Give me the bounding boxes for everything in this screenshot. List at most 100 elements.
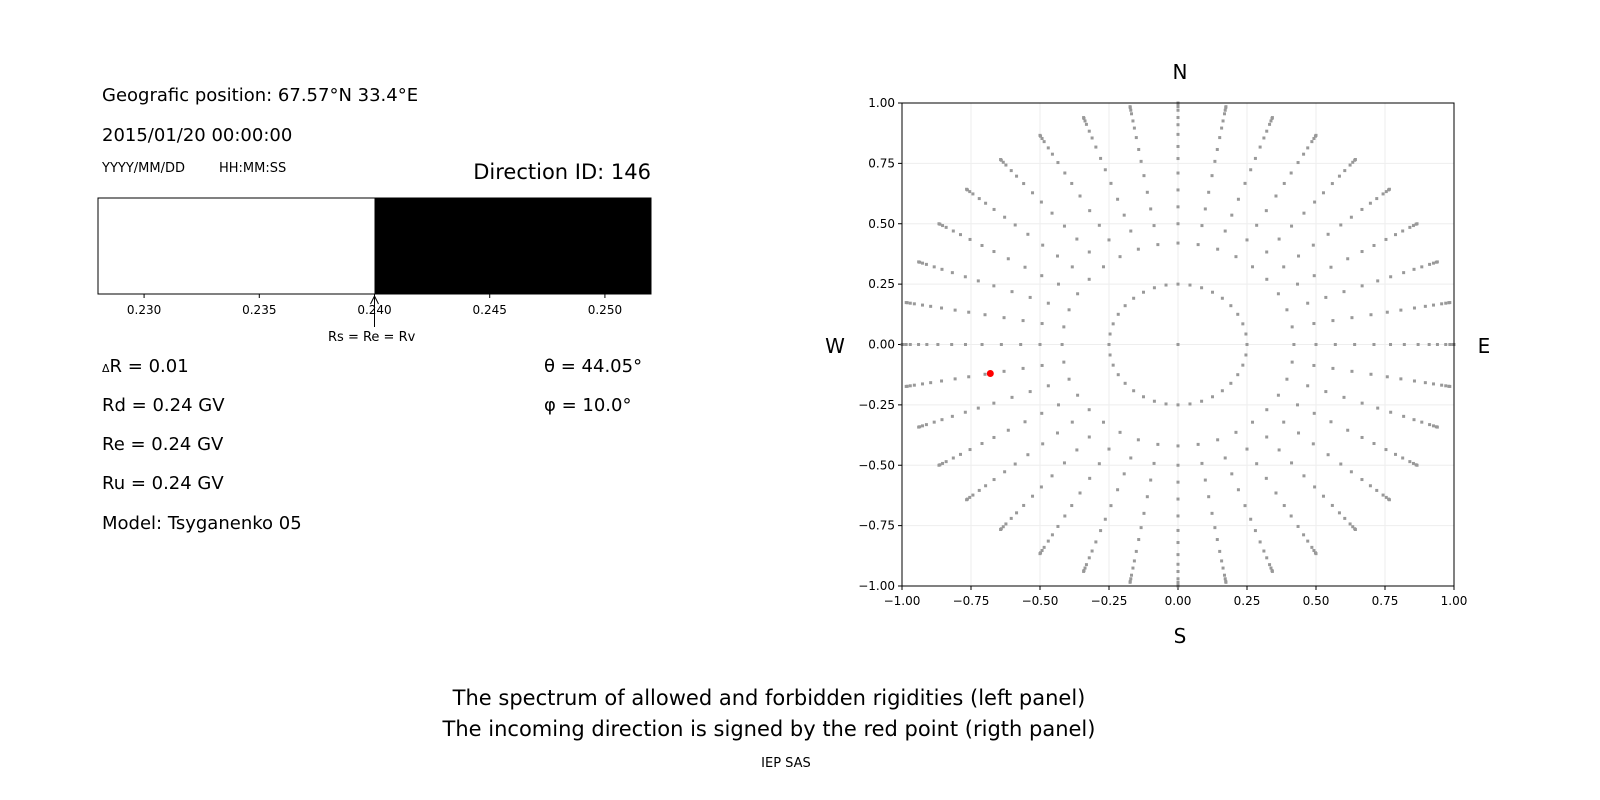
direction-point [1076,292,1080,296]
direction-point [1087,408,1091,412]
direction-point [1109,504,1113,508]
direction-point [1131,119,1135,123]
direction-point [1389,410,1393,414]
direction-point [1176,144,1180,148]
direction-point [1026,453,1030,457]
direction-point [1350,369,1354,373]
x-tick-label: −0.50 [1022,594,1059,608]
direction-point [1274,194,1278,198]
direction-point [1200,224,1204,228]
direction-point [940,267,944,271]
inner-ring-point [1229,381,1233,385]
direction-point [1050,211,1054,215]
direction-point [917,343,921,346]
inner-ring-point [1142,395,1145,399]
time-format-label: HH:MM:SS [219,161,287,176]
direction-point [1176,480,1180,484]
compass-south: S [1174,624,1187,648]
direction-point [1360,478,1364,482]
direction-point [1050,152,1054,156]
direction-point [1289,171,1293,175]
inner-ring-point [1107,343,1111,346]
direction-point [1372,243,1376,247]
direction-point [1063,171,1067,175]
direction-point [1128,105,1132,109]
direction-point [1296,161,1300,165]
direction-point [1207,190,1211,194]
direction-point [1023,265,1027,269]
direction-point [1313,485,1317,489]
direction-point [1101,420,1105,424]
direction-point [1342,290,1346,294]
direction-point [1360,284,1364,288]
direction-point [1200,461,1204,465]
direction-point [1122,213,1126,217]
direction-point [1245,447,1249,451]
direction-point [950,343,954,346]
inner-ring-point [1229,304,1233,308]
direction-point [1215,147,1219,151]
direction-point [1312,322,1316,326]
direction-point [1265,408,1269,412]
direction-point [1223,229,1227,233]
direction-point [1046,539,1050,543]
direction-point [965,187,969,191]
direction-point [1249,517,1253,521]
direction-point [1078,194,1082,198]
direction-point [1348,163,1352,167]
direction-point [1420,265,1424,269]
direction-point [1042,545,1046,549]
direction-point [1255,223,1259,227]
direction-point [1360,250,1364,254]
direction-point [1431,424,1435,428]
direction-point [1046,384,1050,388]
direction-point [1134,136,1138,140]
direction-point [1176,463,1180,467]
direction-point [1213,159,1217,163]
direction-point [1176,205,1180,209]
direction-point [1006,428,1010,432]
direction-point [1136,247,1140,251]
direction-point [1389,343,1393,346]
direction-point [1314,133,1318,137]
direction-point [1428,262,1432,266]
direction-point [1031,191,1035,195]
direction-point [1402,271,1406,275]
direction-point [1062,360,1066,364]
direction-point [992,207,996,211]
allowed-region [98,198,375,294]
direction-point [1176,528,1180,532]
direction-point [1088,209,1092,213]
direction-point [951,229,955,233]
direction-point [980,343,984,346]
direction-point [1412,379,1416,383]
direction-point [971,192,975,196]
direction-point [1296,403,1300,407]
inner-ring-point [1236,312,1240,316]
direction-point [1026,232,1030,236]
direction-point [1103,517,1107,521]
direction-point [1004,522,1008,526]
direction-point [936,343,940,346]
direction-point [1427,343,1431,346]
direction-point [1402,343,1406,346]
direction-point [1139,526,1143,530]
direction-point [1220,559,1224,563]
direction-point [937,463,941,467]
direction-point [1218,136,1222,140]
direction-point [1015,511,1019,515]
direction-point [992,478,996,482]
direction-point [984,484,988,488]
direction-point [1009,516,1013,520]
direction-point [1249,168,1253,172]
model-name: Model: Tsyganenko 05 [102,513,302,534]
direction-point [1265,277,1269,281]
direction-point [1176,108,1180,112]
direction-point [1234,430,1238,434]
direction-point [967,310,971,314]
direction-point [1055,254,1059,258]
direction-point [1136,438,1140,442]
direction-point [1296,524,1300,528]
direction-point [999,158,1003,162]
direction-point [1087,556,1091,560]
